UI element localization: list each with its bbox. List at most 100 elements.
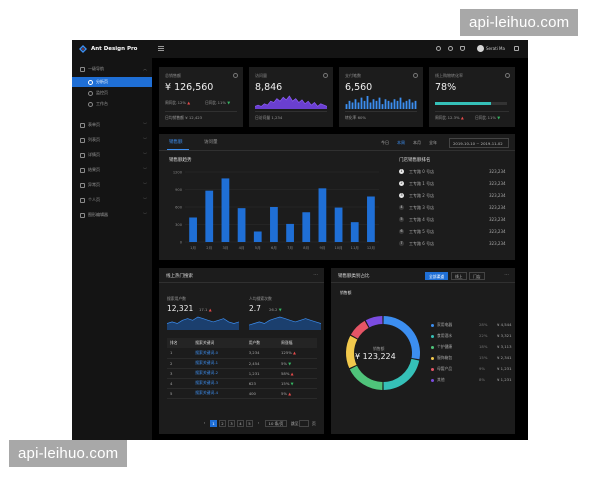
column-header[interactable]: 周涨幅 [277, 338, 317, 348]
page-size-select[interactable]: 10 条/页 [265, 420, 287, 427]
keyword-link[interactable]: 搜索关键词-0 [192, 348, 246, 359]
sales-bar[interactable] [189, 217, 197, 243]
avatar[interactable] [477, 45, 484, 52]
range-today[interactable]: 今日 [381, 140, 389, 145]
goto-input[interactable] [299, 420, 309, 427]
sidebar-item[interactable]: 工作台 [72, 99, 152, 109]
logo-icon [79, 45, 87, 53]
date-range-picker[interactable]: 2019-10-10 ~ 2019-11-02 [449, 138, 509, 148]
range-year[interactable]: 全年 [429, 140, 437, 145]
info-icon[interactable] [413, 73, 418, 78]
sidebar-item[interactable]: 异常页 ﹀ [72, 180, 152, 190]
users-cell-text: 3,234 [248, 350, 260, 356]
legend-item[interactable]: 食用酒水 22% ¥ 3,321 [431, 333, 521, 343]
sidebar-item-label: 工作台 [96, 101, 108, 106]
range-week[interactable]: 本周 [397, 140, 405, 145]
donut-slice[interactable] [383, 316, 420, 360]
info-icon[interactable] [505, 73, 510, 78]
sales-bar[interactable] [270, 207, 278, 242]
legend-item[interactable]: 其他 8% ¥ 1,231 [431, 377, 521, 387]
menu-fold-icon[interactable] [158, 46, 164, 51]
bell-icon[interactable] [460, 46, 465, 51]
user-name[interactable]: Serati Ma [486, 46, 505, 51]
keyword-link[interactable]: 搜索关键词-3 [192, 378, 246, 389]
sales-bar[interactable] [253, 231, 262, 243]
legend-item[interactable]: 家用电器 28% ¥ 4,544 [431, 322, 521, 332]
list-item: 6 工专路 5 号店 323,234 [399, 229, 509, 239]
sales-card: 销售额 访问量 今日 本周 本月 全年 2019-10-10 ~ 2019-11… [159, 134, 515, 260]
segment-option[interactable]: 线上 [451, 272, 467, 280]
sidebar-item[interactable]: 列表页 ﹀ [72, 135, 152, 145]
sidebar-item[interactable]: 一级导航 ︿ [72, 64, 152, 74]
list-item: 2 工专路 1 号店 323,234 [399, 181, 509, 191]
legend-item[interactable]: 服饰箱包 15% ¥ 2,341 [431, 355, 521, 365]
legend-item[interactable]: 母婴产品 9% ¥ 1,231 [431, 366, 521, 376]
kpi-trend-week: 周同比 12% ▲ [165, 100, 191, 105]
payments-bar [369, 102, 372, 109]
sidebar-item[interactable]: 监控页 [72, 88, 152, 98]
store-ranking-list: 1 工专路 0 号店 323,234 2 工专路 1 号店 323,234 3 工专路 2 号… [399, 169, 509, 253]
keyword-link[interactable]: 搜索关键词-1 [192, 358, 246, 369]
list-item: 3 工专路 2 号店 323,234 [399, 193, 509, 203]
column-header[interactable]: 用户数 [245, 338, 278, 348]
sidebar-item[interactable]: 分析页 [72, 77, 152, 87]
table-icon [80, 137, 85, 143]
category-legend: 家用电器 28% ¥ 4,544 食用酒水 22% ¥ 3,321 个护健康 18% ¥ 3,1… [431, 322, 515, 392]
more-icon[interactable]: ··· [313, 272, 318, 278]
page-unit-label: 页 [312, 421, 316, 426]
keyword-link[interactable]: 搜索关键词-4 [192, 388, 246, 399]
legend-item[interactable]: 个护健康 18% ¥ 3,113 [431, 344, 521, 354]
keyword-link[interactable]: 搜索关键词-2 [192, 368, 246, 379]
page-button[interactable]: 3 [228, 420, 235, 427]
page-button[interactable]: 1 [210, 420, 217, 427]
donut-slice[interactable] [349, 365, 383, 390]
prev-page-icon[interactable]: ‹ [203, 420, 206, 425]
check-circle-icon [80, 167, 85, 173]
search-icon[interactable] [436, 46, 441, 51]
segment-option[interactable]: 门店 [469, 272, 485, 280]
store-name: 工专路 4 号店 [409, 217, 435, 222]
page-button[interactable]: 2 [219, 420, 226, 427]
users-cell-text: 1,231 [248, 370, 260, 376]
divider [159, 150, 515, 151]
sales-bar[interactable] [350, 222, 359, 242]
info-icon[interactable] [323, 73, 328, 78]
x-tick-label: 1月 [190, 245, 196, 250]
sales-bar[interactable] [205, 190, 214, 242]
rank-cell-text: 1 [170, 350, 173, 356]
sales-bar[interactable] [286, 223, 294, 242]
sidebar-item[interactable]: 表单页 ﹀ [72, 120, 152, 130]
sidebar-item[interactable]: 详情页 ﹀ [72, 150, 152, 160]
next-page-icon[interactable]: › [257, 420, 260, 425]
sales-bar[interactable] [221, 178, 230, 242]
sidebar-item[interactable]: 结果页 ﹀ [72, 165, 152, 175]
donut-slice[interactable] [383, 358, 420, 390]
page-button[interactable]: 4 [237, 420, 244, 427]
more-icon[interactable]: ··· [504, 272, 509, 278]
language-icon[interactable] [514, 46, 519, 51]
segment-option[interactable]: 全部渠道 [425, 272, 449, 280]
payments-bar [408, 99, 411, 109]
sidebar-item[interactable]: 个人页 ﹀ [72, 195, 152, 205]
x-tick-label: 11月 [351, 245, 359, 250]
sidebar-item[interactable]: 图形编辑器 ﹀ [72, 210, 152, 220]
donut-slice[interactable] [346, 335, 358, 369]
tab-sales[interactable]: 销售额 [169, 140, 183, 145]
change-cell: 125% ▲ [277, 348, 317, 359]
sales-bar[interactable] [367, 196, 375, 243]
sales-bar[interactable] [318, 188, 327, 242]
sales-bar[interactable] [334, 207, 343, 242]
highlight-icon [80, 212, 85, 218]
tab-visits[interactable]: 访问量 [204, 140, 218, 145]
donut-slice[interactable] [365, 316, 383, 328]
app-logo[interactable]: Ant Design Pro [72, 40, 152, 58]
page-button[interactable]: 5 [246, 420, 253, 427]
app-title: Ant Design Pro [91, 46, 138, 52]
donut-slice[interactable] [350, 320, 369, 339]
range-month[interactable]: 本月 [413, 140, 421, 145]
sales-bar[interactable] [237, 208, 246, 242]
info-icon[interactable] [233, 73, 238, 78]
question-icon[interactable] [448, 46, 453, 51]
visits-sparkline [255, 95, 327, 109]
sales-bar[interactable] [302, 212, 311, 242]
